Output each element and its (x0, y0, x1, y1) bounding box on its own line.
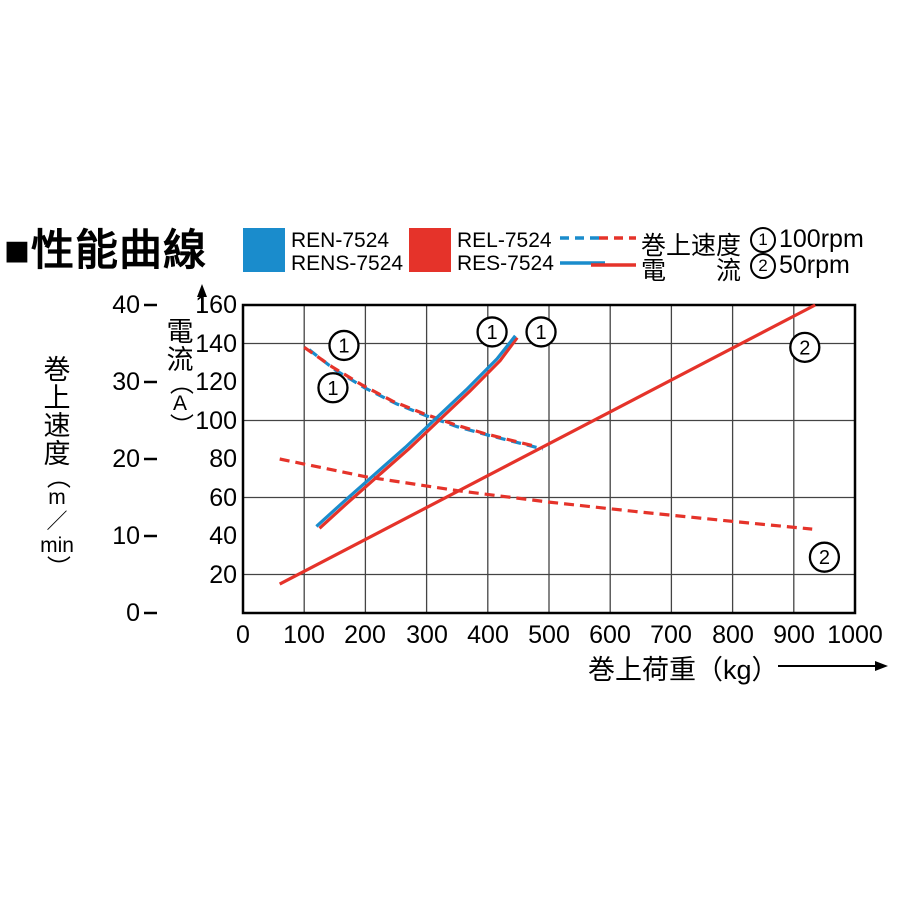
legend-swatch-red (409, 228, 451, 272)
legend-solid-label: 電流 (641, 257, 792, 285)
series-current-100rpm-red (318, 336, 519, 530)
legend-red-models: REL-7524 RES-7524 (457, 229, 554, 275)
speed-axis-label-char: m (48, 486, 66, 509)
model-label-rel: REL-7524 (457, 229, 552, 252)
annotation-circle-1 (328, 329, 360, 362)
legend-swatch-blue (243, 228, 285, 272)
speed-axis-label-char: 上 (43, 383, 71, 413)
current-axis-arrowhead-icon (197, 284, 207, 297)
speed-axis-label-char: 速 (43, 411, 71, 441)
speed-axis-label-char: 度 (43, 439, 71, 469)
annotation-circle-1 (525, 316, 557, 348)
annotation-number: 1 (487, 322, 498, 344)
speed-axis-label: 巻上速度（m ／ min） (38, 355, 76, 579)
speed-axis-label-char: ／ (46, 510, 68, 533)
legend-solid-line-sample (560, 261, 636, 267)
series-hoist-speed-50rpm-red (279, 457, 813, 531)
annotation-number: 1 (338, 335, 349, 357)
load-axis-arrowhead-icon (875, 661, 888, 671)
current-axis-label-char: A (172, 392, 187, 415)
speed-axis-label-char: min (40, 534, 74, 557)
model-label-rens: RENS-7524 (291, 252, 404, 275)
legend-rpm-100: 1 100rpm (750, 225, 864, 254)
speed-axis-label-char: 巻 (43, 355, 71, 385)
annotation-circle-2 (808, 541, 841, 573)
annotation-circle-2 (789, 331, 821, 364)
legend-blue-models: REN-7524 RENS-7524 (291, 229, 403, 275)
rpm-50-label: 50rpm (779, 251, 850, 279)
page-title: ■性能曲線 (4, 227, 207, 275)
series-hoist-speed-100rpm-blue (308, 348, 544, 451)
series-current-100rpm-blue (315, 334, 517, 528)
legend-dashed-line-sample (560, 236, 636, 240)
series-current-50rpm-red (278, 303, 816, 586)
annotation-number: 1 (327, 378, 338, 400)
legend-rpm-50: 2 50rpm (750, 251, 850, 280)
load-axis-title: 巻上荷重（kg） (588, 655, 779, 685)
rpm-100-label: 100rpm (779, 225, 864, 253)
annotation-circle-1 (317, 372, 349, 404)
circled-2-icon: 2 (750, 252, 776, 279)
current-axis-label-char: 電 (166, 317, 194, 347)
annotation-number: 1 (535, 322, 546, 344)
current-axis-label: 電流（A） (161, 317, 199, 437)
circled-1-icon: 1 (750, 226, 776, 253)
current-axis-label-char: 流 (166, 345, 194, 375)
annotation-circle-1 (476, 316, 508, 348)
model-label-res: RES-7524 (457, 252, 554, 275)
series-hoist-speed-100rpm-red (303, 345, 538, 449)
legend-dashed-label: 巻上速度 (641, 232, 742, 260)
annotation-number: 2 (799, 337, 810, 359)
plot-border (241, 303, 857, 615)
annotation-number: 2 (819, 547, 830, 569)
model-label-ren: REN-7524 (291, 229, 390, 252)
